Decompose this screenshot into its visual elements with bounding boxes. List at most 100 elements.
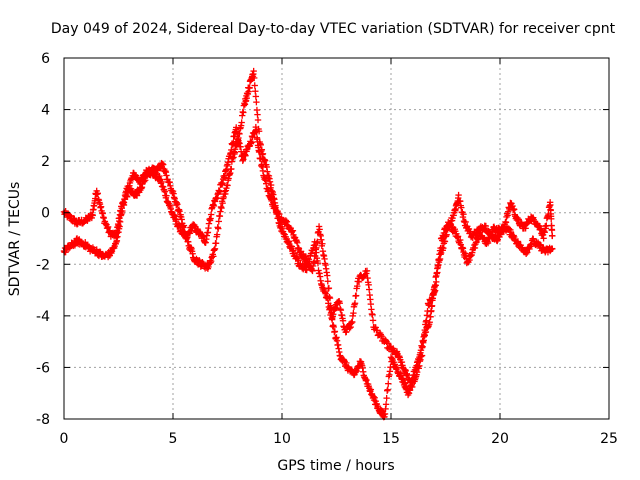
data-point [385,380,392,387]
data-point [246,84,253,91]
data-point [383,394,390,402]
data-point [540,235,547,242]
y-tick-label: -2 [36,257,50,273]
data-point [228,165,235,173]
data-point [116,218,124,226]
data-point [230,154,237,161]
data-point [174,201,181,208]
data-point [89,212,96,219]
data-point [314,259,322,267]
data-point [119,207,126,215]
data-point [294,239,301,246]
data-point [324,278,331,285]
data-point [303,266,310,274]
data-point [352,292,360,299]
data-point [336,300,343,307]
x-tick-label: 25 [600,431,618,447]
data-point [424,307,431,315]
data-point [369,317,377,324]
data-point [94,190,101,197]
data-point [207,211,215,218]
data-point [455,191,462,199]
data-point [252,93,260,100]
data-points [60,67,556,421]
data-point [215,225,222,232]
x-tick-label: 0 [60,431,69,447]
data-point [350,309,357,317]
x-tick-label: 5 [169,431,178,447]
data-point [425,302,433,309]
data-point [548,215,555,223]
data-point [420,337,427,344]
data-point [253,98,260,106]
data-point [240,109,247,116]
y-tick-label: -6 [36,360,50,376]
data-point [285,238,293,245]
tick-labels: 0 5 10 15 20 25 -8 -6 -4 -2 0 2 4 6 [36,51,618,447]
data-point [326,305,334,312]
data-point [218,204,225,212]
data-point [307,250,315,257]
x-tick-label: 10 [273,431,291,447]
data-point [433,278,440,286]
data-point [257,141,264,149]
y-tick-label: 6 [41,51,50,67]
data-point [361,271,369,279]
data-point [384,386,391,393]
data-point [319,240,326,247]
data-point [502,219,510,226]
data-point [418,352,426,359]
data-point [210,253,217,260]
data-point [291,249,299,257]
data-point [382,401,390,408]
data-point [421,326,428,334]
data-point [366,286,373,293]
data-point [180,222,188,229]
x-tick-label: 15 [382,431,400,447]
grid-lines [64,58,609,419]
data-point [251,74,258,82]
data-point [295,257,302,264]
data-point [163,192,170,199]
data-point [325,284,333,292]
axis-ticks [63,57,610,420]
data-point [434,262,442,269]
data-point [104,223,112,231]
data-point [238,119,245,126]
data-point [313,249,320,256]
data-point [266,178,274,185]
data-point [318,236,325,243]
data-point [549,245,556,253]
data-point [549,232,556,240]
data-point [254,116,262,124]
data-point [477,227,484,234]
data-point [310,258,318,266]
y-tick-label: -8 [36,412,50,428]
y-axis-label: SDTVAR / TECUs [7,182,23,297]
chart-title: Day 049 of 2024, Sidereal Day-to-day VTE… [51,21,616,37]
data-point [211,245,219,252]
data-point [548,226,556,234]
data-point [460,211,467,218]
data-point [215,218,222,225]
data-point [331,328,339,335]
data-point [254,111,261,118]
data-point [241,101,249,108]
plot-frame [63,57,610,420]
data-point [212,240,220,247]
data-point [541,229,548,236]
data-point [235,137,242,144]
data-point [328,316,336,323]
data-point [251,82,258,89]
data-point [306,258,313,265]
data-point [255,128,263,135]
y-tick-label: 0 [41,206,50,222]
data-point [242,152,249,159]
data-point [159,161,167,168]
data-point [462,218,469,226]
data-point [371,394,378,401]
data-point [355,278,363,286]
data-point [213,231,221,238]
y-tick-label: 4 [41,103,50,119]
